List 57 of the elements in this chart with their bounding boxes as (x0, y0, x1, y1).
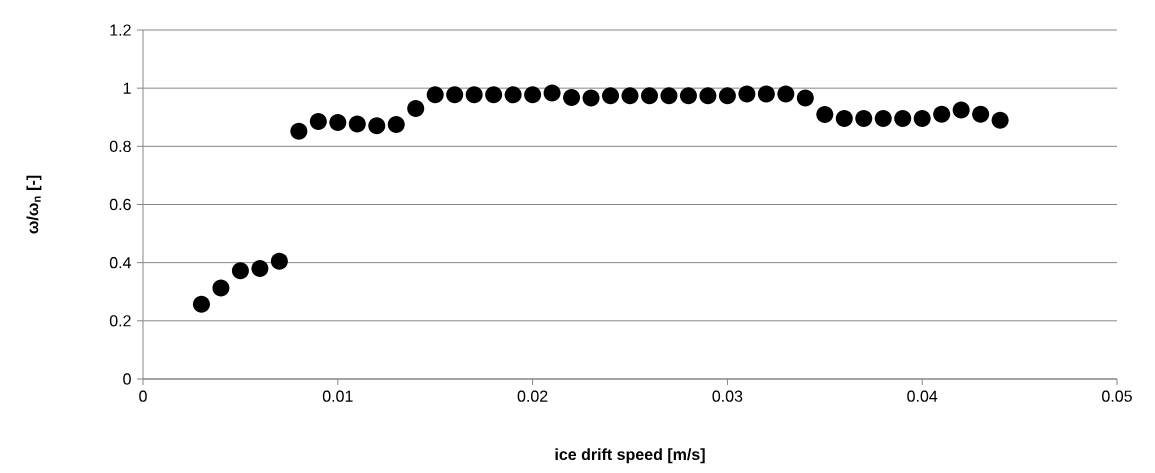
point (407, 100, 425, 118)
y-tick-label: 0.8 (109, 140, 131, 152)
point (582, 89, 600, 107)
point (913, 109, 931, 127)
point (504, 86, 522, 104)
point (855, 109, 873, 127)
point (192, 295, 210, 313)
point (796, 89, 814, 107)
y-tick-label: 0.6 (109, 198, 131, 211)
point (602, 87, 620, 105)
x-tick-label: 0.02 (517, 390, 548, 402)
point (348, 115, 366, 133)
x-axis-title: ice drift speed [m/s] (555, 448, 705, 464)
point (991, 111, 1009, 129)
point (972, 105, 990, 123)
point (835, 109, 853, 127)
point (524, 86, 542, 104)
point (446, 86, 464, 104)
y-tick-label: 0.4 (109, 257, 131, 269)
point (757, 85, 775, 103)
point (699, 87, 717, 105)
point (777, 85, 795, 103)
point (933, 105, 951, 123)
x-tick-label: 0.04 (907, 390, 938, 402)
point (679, 87, 697, 105)
y-tick-label: 0 (123, 373, 131, 385)
point (894, 109, 912, 127)
point (368, 117, 386, 135)
y-tick-label: 1 (123, 82, 131, 94)
point (485, 86, 503, 104)
point (270, 252, 288, 270)
x-tick-label: 0 (139, 390, 147, 402)
y-tick-label: 0.2 (109, 315, 131, 327)
point (563, 88, 581, 106)
y-tick-label: 1.2 (110, 24, 131, 36)
point (387, 116, 405, 134)
y-axis-title: ω/ω$_{n}$ [-] (26, 175, 42, 234)
point (465, 86, 483, 104)
x-tick-label: 0.01 (322, 390, 353, 402)
point (251, 259, 269, 277)
point (952, 101, 970, 119)
point (309, 113, 327, 131)
point (718, 87, 736, 105)
point (640, 87, 658, 105)
x-tick-label: 0.05 (1102, 390, 1132, 402)
point (816, 106, 834, 124)
point (874, 109, 892, 127)
point (621, 87, 639, 105)
x-tick-label: 0.03 (712, 390, 743, 402)
point (426, 86, 444, 104)
point (290, 122, 308, 140)
point (212, 279, 230, 297)
point (543, 84, 561, 102)
point (738, 85, 756, 103)
point (660, 87, 678, 105)
point (231, 262, 249, 280)
point (329, 113, 347, 131)
